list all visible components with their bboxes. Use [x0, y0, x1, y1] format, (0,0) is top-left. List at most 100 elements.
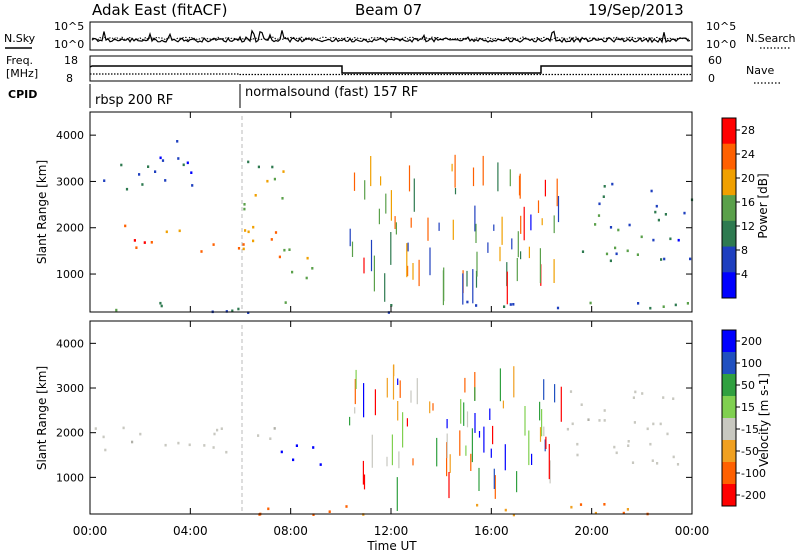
x-tick-label: 16:00 — [474, 524, 509, 538]
heatmap-cell — [509, 303, 512, 306]
heatmap-cell — [429, 401, 431, 414]
heatmap-cell — [312, 513, 315, 516]
heatmap-cell — [306, 256, 309, 260]
heatmap-cell — [613, 445, 616, 449]
heatmap-cell — [449, 454, 451, 473]
heatmap-region — [115, 300, 689, 314]
heatmap-cell — [212, 446, 215, 449]
heatmap-cell — [637, 302, 640, 305]
heatmap-cell — [649, 442, 652, 446]
heatmap-cell — [506, 271, 508, 305]
colorbar-swatch — [722, 484, 736, 507]
heatmap-cell — [475, 270, 478, 288]
heatmap-cell — [354, 379, 356, 405]
heatmap-cell — [280, 450, 283, 454]
heatmap-cell — [159, 301, 162, 305]
heatmap-cell — [603, 185, 606, 188]
heatmap-cell — [474, 205, 476, 232]
heatmap-cell — [237, 247, 241, 250]
heatmap-cell — [598, 419, 601, 422]
x-tick-label: 12:00 — [374, 524, 409, 538]
heatmap-cell — [270, 238, 273, 241]
heatmap-cell — [471, 428, 473, 463]
heatmap-cell — [627, 444, 630, 447]
y-tick-label: 3000 — [56, 175, 84, 188]
heatmap-cell — [524, 406, 526, 436]
heatmap-cell — [672, 397, 675, 400]
heatmap-cell — [177, 157, 180, 160]
heatmap-cell — [191, 184, 194, 187]
heatmap-cell — [544, 439, 546, 452]
colorbar-tick-label: 50 — [741, 379, 755, 392]
colorbar-swatch — [722, 352, 736, 375]
heatmap-cell — [454, 188, 457, 195]
heatmap-cell — [504, 508, 507, 512]
colorbar-swatch — [722, 246, 736, 273]
heatmap-cell — [548, 444, 550, 480]
heatmap-cell — [683, 211, 686, 215]
heatmap-cell — [676, 463, 680, 466]
heatmap-cell — [662, 396, 665, 399]
colorbar-swatch — [722, 220, 736, 248]
colorbar-swatch — [722, 462, 736, 485]
heatmap-cell — [615, 451, 618, 455]
heatmap-cell — [252, 225, 255, 229]
heatmap-cell — [120, 163, 123, 167]
heatmap-cell — [397, 378, 399, 385]
heatmap-cell — [385, 193, 387, 214]
heatmap-cell — [531, 453, 533, 465]
cpid-label: CPID — [8, 88, 37, 101]
heatmap-cell — [512, 513, 515, 517]
colorbar-tick-label: 20 — [741, 172, 755, 185]
heatmap-cell — [603, 409, 606, 412]
colorbar-swatch — [722, 374, 736, 397]
heatmap-cell — [553, 259, 555, 283]
y-tick-label: 1000 — [56, 268, 84, 281]
heatmap-cell — [212, 243, 215, 246]
heatmap-cell — [273, 427, 276, 430]
heatmap-cell — [319, 463, 322, 466]
heatmap-cell — [597, 214, 601, 217]
heatmap-cell — [412, 263, 414, 280]
heatmap-cell — [518, 175, 521, 196]
heatmap-cell — [472, 167, 475, 187]
heatmap-streaks — [349, 154, 560, 306]
heatmap-cell — [345, 505, 348, 508]
heatmap-cell — [501, 216, 503, 245]
heatmap-cell — [504, 444, 506, 471]
heatmap-cell — [602, 195, 605, 198]
heatmap-cell — [553, 215, 555, 234]
heatmap-cell — [686, 302, 689, 305]
heatmap-cell — [689, 257, 692, 261]
colorbar-tick-label: 200 — [741, 335, 762, 348]
heatmap-cell — [460, 399, 462, 424]
colorbar-tick-label: 8 — [741, 244, 748, 257]
heatmap-cell — [650, 189, 653, 193]
heatmap-cell — [493, 224, 495, 231]
heatmap-cell — [247, 311, 250, 314]
heatmap-cell — [594, 511, 597, 515]
heatmap-cell — [615, 252, 618, 256]
heatmap-cell — [380, 176, 382, 186]
heatmap-cell — [634, 390, 637, 394]
heatmap-region — [278, 248, 314, 280]
heatmap-cell — [200, 250, 203, 253]
heatmap-cell — [363, 383, 365, 418]
date-title: 19/Sep/2013 — [588, 1, 684, 19]
heatmap-cell — [394, 216, 396, 229]
power-data-layer — [103, 140, 694, 314]
heatmap-cell — [633, 421, 636, 424]
colorbar-tick-label: 100 — [741, 357, 762, 370]
heatmap-cell — [544, 179, 546, 197]
heatmap-cell — [603, 503, 606, 506]
heatmap-cell — [476, 251, 478, 277]
heatmap-cell — [489, 408, 491, 420]
time-x-axis: 00:00 04:00 08:00 12:00 16:00 20:00 00:00 — [73, 112, 709, 538]
heatmap-cell — [662, 305, 665, 308]
power-ylabel: Slant Range [km] — [35, 160, 49, 264]
noise-right-tick-top: 10^5 — [706, 20, 736, 33]
heatmap-cell — [576, 442, 579, 446]
heatmap-cell — [244, 229, 247, 232]
